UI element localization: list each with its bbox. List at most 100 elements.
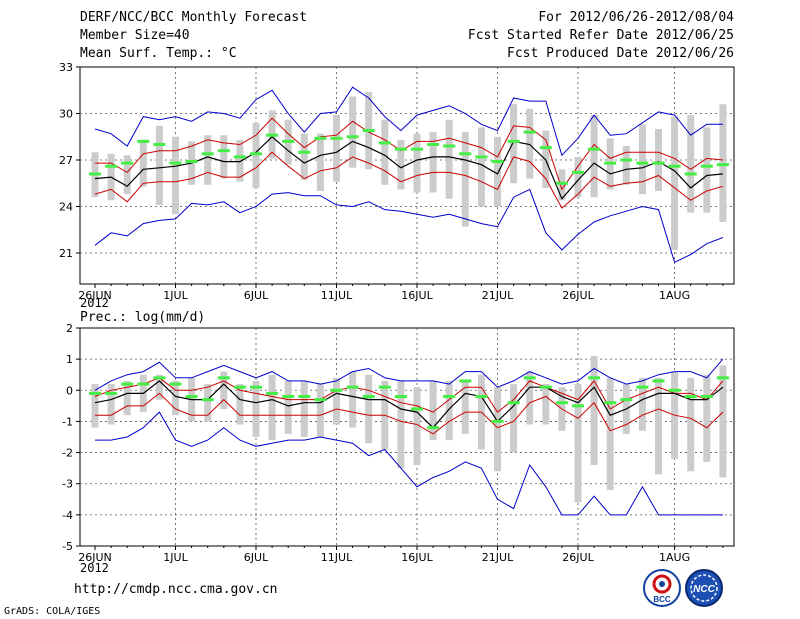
prec-median-marker <box>314 398 327 402</box>
temp-max-line <box>94 86 723 157</box>
temp-median-marker <box>555 181 568 185</box>
temp-member-bar <box>461 132 469 227</box>
prec-median-marker <box>250 385 262 389</box>
prec-median-marker <box>330 388 343 392</box>
bcc-logo-text: BCC <box>653 595 671 604</box>
prec-lower-line <box>95 392 724 435</box>
temp-median-marker <box>185 160 198 164</box>
prec-x-tick-label: 6JUL <box>244 551 269 564</box>
temp-member-bar <box>719 104 727 222</box>
prec-member-bar <box>542 384 550 425</box>
temp-median-marker <box>700 164 713 168</box>
temp-member-bar <box>381 119 389 185</box>
website-url[interactable]: http://cmdp.ncc.cma.gov.cn <box>74 582 278 597</box>
prec-x-tick-label: 1AUG <box>659 551 690 564</box>
prec-median-marker <box>700 395 713 399</box>
temp-y-tick-label: 27 <box>59 154 73 167</box>
temp-member-bar <box>622 146 630 185</box>
temp-x-tick-label: 6JUL <box>244 289 269 302</box>
prec-median-marker <box>217 376 230 380</box>
prec-member-bar <box>268 374 276 441</box>
prec-member-bar <box>687 377 695 472</box>
temp-median-marker <box>636 161 649 165</box>
prec-member-bar <box>397 380 405 469</box>
prec-member-bar <box>172 380 179 416</box>
temp-median-marker <box>523 130 536 134</box>
member-size-label: Member Size=40 <box>80 28 190 43</box>
prec-median-marker <box>185 395 198 399</box>
temp-member-bar <box>397 139 405 190</box>
temp-y-tick-label: 21 <box>59 247 73 260</box>
temp-y-tick-label: 24 <box>59 201 73 214</box>
temp-member-bar <box>139 139 147 187</box>
temp-x-tick-label: 1AUG <box>659 289 690 302</box>
prec-member-bar <box>300 380 308 437</box>
refer-date: Fcst Started Refer Date 2012/06/25 <box>467 28 734 43</box>
prec-y-tick-label: -3 <box>62 478 73 491</box>
temp-member-bar <box>655 129 662 191</box>
temp-member-bar <box>671 116 679 250</box>
produced-date: Fcst Produced Date 2012/06/26 <box>507 46 734 61</box>
temp-median-marker <box>539 146 552 150</box>
prec-member-bar <box>526 371 534 425</box>
prec-member-bar <box>494 387 501 472</box>
prec-median-marker <box>282 395 295 399</box>
prec-median-marker <box>588 376 601 380</box>
temp-median-marker <box>443 144 456 148</box>
temp-member-bar <box>590 115 598 198</box>
prec-y-tick-label: -1 <box>62 415 73 428</box>
prec-member-bar <box>316 384 324 437</box>
prec-member-bar <box>590 356 598 466</box>
prec-member-bar <box>284 380 292 434</box>
temp-x-tick-label: 21JUL <box>482 289 514 302</box>
temp-mean-line <box>94 135 723 200</box>
temp-x-tick-label: 11JUL <box>321 289 353 302</box>
prec-median-marker <box>121 382 134 386</box>
temp-x-tick-label: 26JUL <box>562 289 594 302</box>
temp-median-marker <box>314 136 327 140</box>
temp-member-bar <box>558 169 566 201</box>
temp-median-marker <box>716 163 729 167</box>
temp-median-marker <box>233 155 246 159</box>
temp-member-bar <box>638 124 646 195</box>
prec-median-marker <box>539 385 552 389</box>
prec-member-bar <box>107 384 115 425</box>
temp-median-marker <box>427 143 440 146</box>
prec-member-bar <box>220 371 228 409</box>
temp-median-marker <box>604 161 617 165</box>
temp-plot-frame <box>79 66 735 285</box>
temp-median-marker <box>250 152 262 156</box>
temp-member-bar <box>526 108 534 179</box>
temp-median-marker <box>266 133 279 137</box>
prec-y-tick-label: 2 <box>66 322 73 335</box>
prec-member-bar <box>252 380 260 437</box>
prec-mean-line <box>94 380 724 429</box>
temp-member-bar <box>236 139 244 182</box>
ncc-logo: NCC <box>685 569 723 607</box>
prec-median-marker <box>507 401 520 405</box>
ncc-logo-text: NCC <box>693 584 715 595</box>
prec-median-marker <box>378 385 391 389</box>
prec-median-marker <box>153 376 166 380</box>
temp-member-bar <box>494 136 501 207</box>
temp-median-marker <box>620 158 633 162</box>
prec-x-tick-label: 1JUL <box>163 551 188 564</box>
prec-member-bar <box>204 384 212 422</box>
temp-member-bar <box>510 104 518 184</box>
prec-median-marker <box>201 398 214 402</box>
prec-median-marker <box>636 385 649 389</box>
prec-median-marker <box>620 398 633 402</box>
precip-panel-title: Prec.: log(mm/d) <box>80 310 206 325</box>
prec-x-tick-label: 26JUN <box>78 551 112 564</box>
prec-median-marker <box>394 395 407 399</box>
temp-member-bar <box>413 133 421 193</box>
temp-median-marker <box>394 147 407 151</box>
prec-member-bar <box>606 377 614 490</box>
prec-plot-frame <box>79 327 735 547</box>
temp-member-bar <box>349 96 357 168</box>
temp-member-bar <box>574 156 582 198</box>
prec-median-marker <box>459 379 472 383</box>
prec-member-bar <box>510 384 518 453</box>
temp-member-bar <box>703 127 711 213</box>
temp-member-bar <box>300 133 308 181</box>
